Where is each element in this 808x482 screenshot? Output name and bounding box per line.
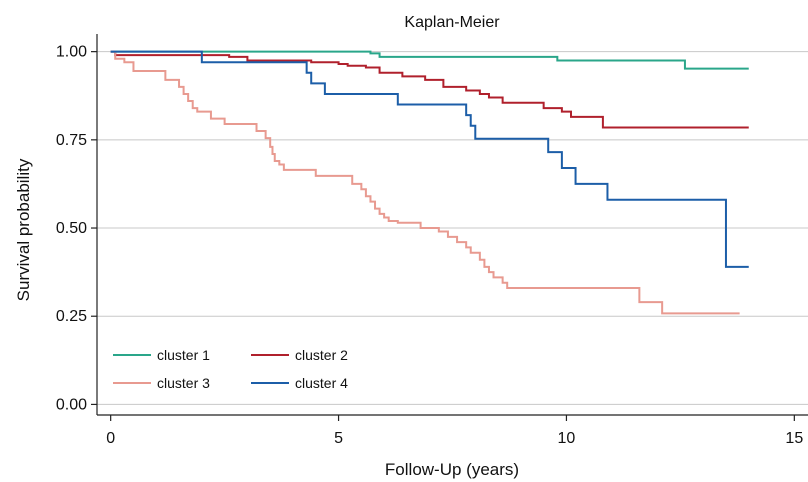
legend-label-cluster-3: cluster 3 <box>157 375 210 391</box>
legend: cluster 1 cluster 2 cluster 3 cluster 4 <box>113 347 348 391</box>
x-tick-label-1: 5 <box>334 430 343 447</box>
y-tick-label-0: 0.00 <box>56 396 87 413</box>
chart-title: Kaplan-Meier <box>404 14 500 31</box>
curve-cluster-2 <box>110 50 749 129</box>
y-tick-label-1: 0.25 <box>56 308 87 325</box>
legend-label-cluster-2: cluster 2 <box>295 347 348 363</box>
tick-labels: 0.00 0.25 0.50 0.75 1.00 0 5 10 15 <box>56 44 803 447</box>
legend-label-cluster-4: cluster 4 <box>295 375 348 391</box>
y-tick-label-2: 0.50 <box>56 220 87 237</box>
axes <box>96 34 808 416</box>
legend-label-cluster-1: cluster 1 <box>157 347 210 363</box>
y-axis-label: Survival probability <box>14 158 33 301</box>
y-tick-label-3: 0.75 <box>56 132 87 149</box>
x-tick-label-0: 0 <box>106 430 115 447</box>
curve-cluster-3 <box>110 50 740 315</box>
y-tick-label-4: 1.00 <box>56 44 87 61</box>
x-axis-label: Follow-Up (years) <box>385 460 519 479</box>
x-tick-label-3: 15 <box>785 430 803 447</box>
x-tick-label-2: 10 <box>558 430 576 447</box>
curve-cluster-1 <box>110 50 749 70</box>
survival-curves <box>110 50 749 315</box>
curve-cluster-4 <box>110 50 749 268</box>
